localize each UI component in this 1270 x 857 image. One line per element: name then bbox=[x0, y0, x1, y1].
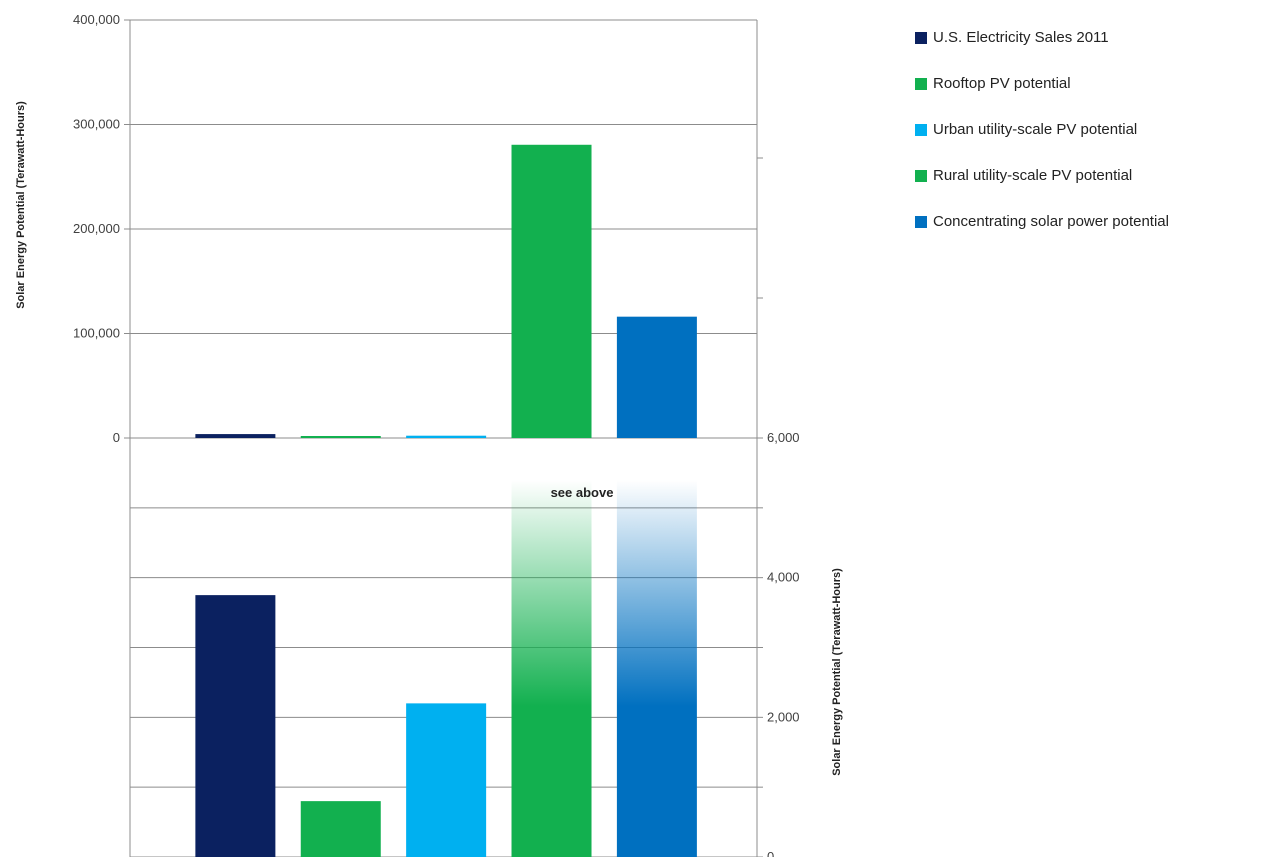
upper-bar bbox=[511, 144, 592, 438]
lower-bar bbox=[406, 703, 487, 857]
legend-swatch bbox=[915, 31, 927, 44]
legend-label: Rooftop PV potential bbox=[933, 75, 1071, 92]
legend-item: Urban utility-scale PV potential bbox=[915, 118, 1169, 141]
legend-label: Urban utility-scale PV potential bbox=[933, 121, 1138, 138]
legend-item: Rural utility-scale PV potential bbox=[915, 164, 1169, 187]
upper-bar bbox=[300, 436, 381, 438]
lower-bar bbox=[300, 801, 381, 857]
upper-y-axis-title: Solar Energy Potential (Terawatt-Hours) bbox=[15, 101, 27, 309]
lower-y-tick-label: 4,000 bbox=[767, 570, 800, 585]
upper-y-tick-label: 300,000 bbox=[73, 117, 120, 132]
lower-y-tick-label: 6,000 bbox=[767, 430, 800, 445]
legend: U.S. Electricity Sales 2011 Rooftop PV p… bbox=[915, 26, 1169, 256]
lower-bars bbox=[195, 480, 697, 857]
legend-label: Concentrating solar power potential bbox=[933, 213, 1169, 230]
upper-y-tick-label: 200,000 bbox=[73, 221, 120, 236]
legend-item: Concentrating solar power potential bbox=[915, 210, 1169, 233]
tick-labels: 0 100,000 200,000 300,000 400,000 0 2,000 4,000… bbox=[73, 12, 800, 857]
legend-swatch bbox=[915, 169, 927, 182]
upper-y-tick-label: 0 bbox=[113, 430, 120, 445]
lower-y-tick-label: 2,000 bbox=[767, 709, 800, 724]
legend-label: Rural utility-scale PV potential bbox=[933, 167, 1133, 184]
lower-bar-faded bbox=[616, 480, 697, 857]
legend-swatch bbox=[915, 123, 927, 136]
legend-item: Rooftop PV potential bbox=[915, 72, 1169, 95]
axes bbox=[124, 19, 763, 857]
lower-y-axis-title: Solar Energy Potential (Terawatt-Hours) bbox=[831, 568, 843, 776]
upper-bar bbox=[616, 316, 697, 438]
upper-y-tick-label: 400,000 bbox=[73, 12, 120, 27]
legend-label: U.S. Electricity Sales 2011 bbox=[933, 29, 1109, 46]
legend-swatch bbox=[915, 77, 927, 90]
see-above-annotation: see above bbox=[551, 485, 614, 500]
upper-bar bbox=[195, 434, 276, 438]
lower-bar bbox=[195, 595, 276, 857]
upper-bars bbox=[195, 144, 697, 438]
lower-y-tick-label: 0 bbox=[767, 849, 774, 857]
lower-bar-faded bbox=[511, 480, 592, 857]
upper-y-tick-label: 100,000 bbox=[73, 326, 120, 341]
upper-bar bbox=[406, 435, 487, 438]
legend-swatch bbox=[915, 215, 927, 228]
legend-item: U.S. Electricity Sales 2011 bbox=[915, 26, 1169, 49]
